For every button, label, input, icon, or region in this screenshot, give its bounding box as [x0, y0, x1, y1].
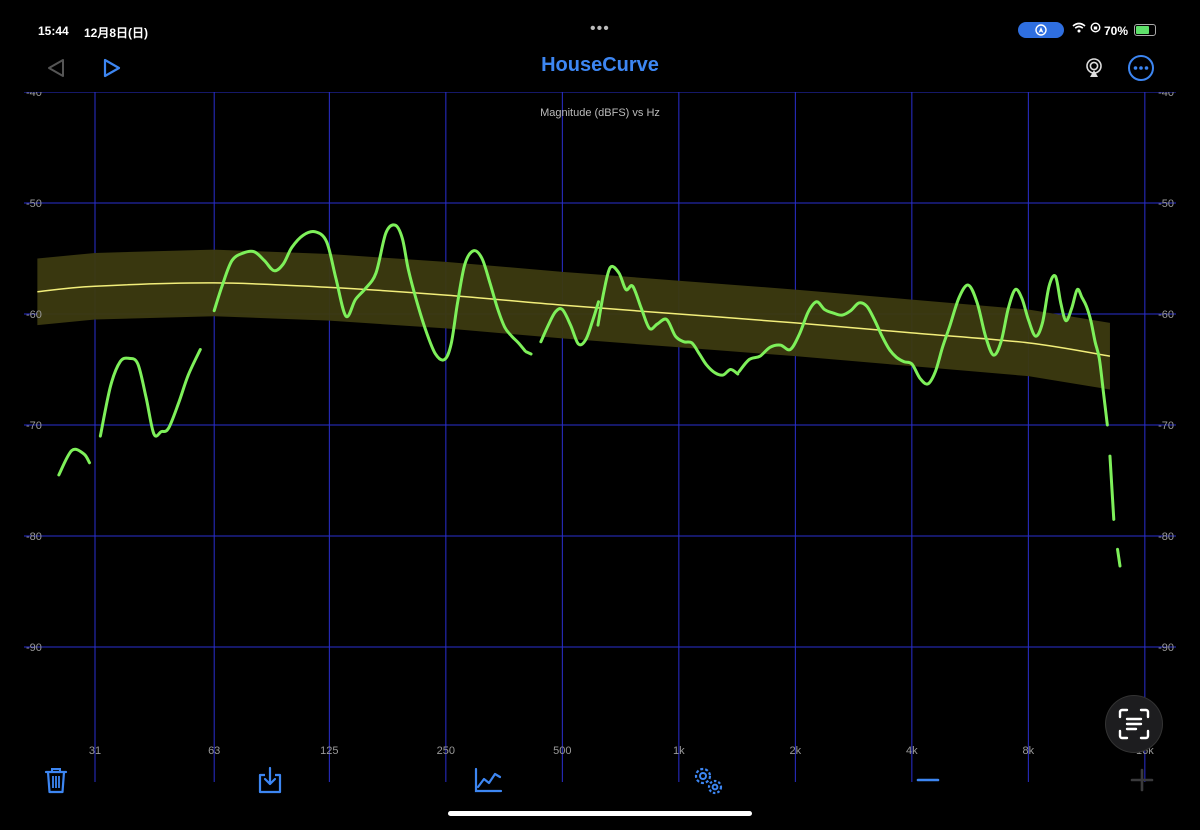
chart-line-icon[interactable] — [468, 760, 508, 800]
status-date: 12月8日(日) — [84, 26, 149, 40]
y-tick-label-right: -90 — [1158, 642, 1174, 654]
trash-icon[interactable] — [36, 760, 76, 800]
y-tick-label-left: -60 — [26, 309, 42, 321]
y-tick-label-left: -80 — [26, 531, 42, 543]
x-tick-label: 2k — [790, 745, 802, 757]
location-pill-icon[interactable] — [1018, 22, 1064, 38]
play-icon[interactable] — [98, 54, 126, 82]
bottom-toolbar — [24, 760, 1176, 804]
y-tick-label-left: -40 — [26, 92, 42, 99]
airplay-icon[interactable] — [1080, 54, 1108, 82]
home-indicator — [448, 811, 752, 816]
battery-percent: 70% — [1104, 24, 1129, 38]
chart-title: Magnitude (dBFS) vs Hz — [540, 107, 660, 119]
chart-grid — [24, 92, 1176, 782]
x-tick-label: 63 — [208, 745, 220, 757]
y-tick-label-left: -70 — [26, 420, 42, 432]
status-time: 15:44 — [38, 24, 69, 38]
gears-icon[interactable] — [688, 760, 728, 800]
y-tick-label-right: -40 — [1158, 92, 1174, 99]
y-tick-label-right: -50 — [1158, 198, 1174, 210]
target-curve — [37, 282, 1111, 357]
plus-icon[interactable] — [1122, 760, 1162, 800]
x-tick-label: 1k — [673, 745, 685, 757]
measured-curve-segment — [737, 274, 1109, 427]
chart-labels: -40 -40 -50 -50 -60 -60 -70 -70 -80 -80 -90 -90 31 63… — [26, 92, 1174, 757]
x-tick-label: 31 — [89, 745, 101, 757]
multitask-dots-icon[interactable]: ••• — [590, 20, 610, 37]
target-band — [37, 249, 1110, 390]
x-tick-label: 4k — [906, 745, 918, 757]
back-triangle-icon[interactable] — [42, 54, 70, 82]
measured-curve-segment — [212, 223, 527, 362]
status-bar: 15:44 12月8日(日) ••• 70% — [24, 16, 1176, 44]
x-tick-label: 500 — [553, 745, 571, 757]
measured-curve-segment — [98, 348, 202, 438]
measured-curve-segment — [1108, 454, 1116, 521]
measured-curve-segment — [57, 447, 91, 477]
app-screen: 15:44 12月8日(日) ••• 70% HouseCurve — [24, 16, 1176, 824]
y-tick-label-left: -90 — [26, 642, 42, 654]
wifi-icon — [1072, 22, 1086, 36]
import-tray-icon[interactable] — [250, 760, 290, 800]
page-title: HouseCurve — [541, 54, 659, 76]
minus-icon[interactable] — [908, 760, 948, 800]
measured-curve-segment — [524, 350, 533, 356]
measured-curve-segment — [539, 300, 601, 347]
y-tick-label-right: -80 — [1158, 531, 1174, 543]
y-tick-label-right: -60 — [1158, 309, 1174, 321]
measured-curve-segment — [596, 264, 740, 377]
magnitude-chart[interactable]: -40 -40 -50 -50 -60 -60 -70 -70 -80 -80 -90 -90 31 63… — [24, 92, 1176, 782]
rotation-lock-icon — [1090, 22, 1101, 36]
y-tick-label-left: -50 — [26, 198, 42, 210]
x-tick-label: 8k — [1023, 745, 1035, 757]
measured-curve-segment — [1116, 547, 1122, 568]
navigation-bar: HouseCurve — [24, 52, 1176, 92]
x-tick-label: 250 — [437, 745, 455, 757]
live-text-scan-icon[interactable] — [1106, 696, 1162, 752]
battery-icon — [1134, 24, 1156, 36]
x-tick-label: 125 — [320, 745, 338, 757]
measured-curve — [57, 223, 1122, 568]
y-tick-label-right: -70 — [1158, 420, 1174, 432]
more-ellipsis-icon[interactable] — [1126, 54, 1156, 82]
